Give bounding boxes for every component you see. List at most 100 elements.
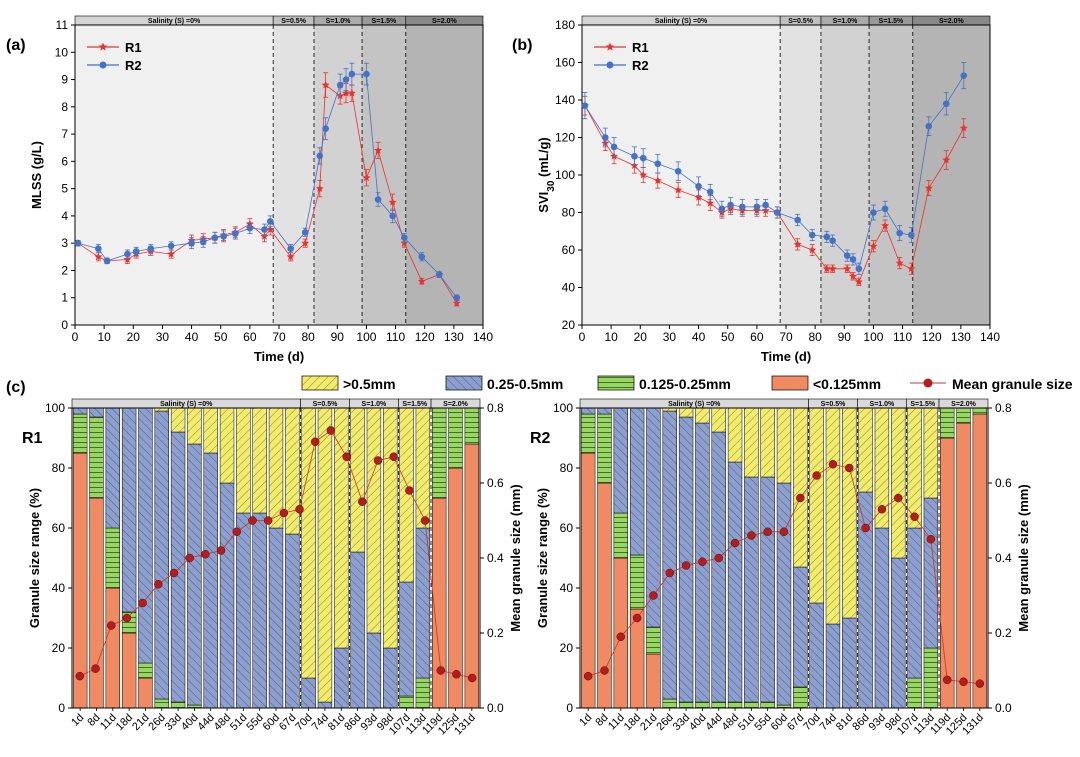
bar-segment [825,407,841,625]
legend-label-r2: R2 [632,58,649,73]
data-point-r1 [869,242,878,250]
panel-a-mlss-chart: Salinity (S) =0% S=0.5% S=1.0% S=1.5% S=2.0%… [29,15,493,364]
x-tick-label: 120 [415,330,435,344]
data-point-r2 [843,252,851,259]
bar-segment [219,407,235,484]
data-point-r1 [706,198,715,207]
data-point-r2 [363,70,370,78]
data-point-r1 [924,183,933,192]
mean-size-point [796,493,805,503]
bar-segment [219,482,235,709]
x-tick-label: 50 [214,330,228,344]
mean-size-point [893,493,903,503]
bar-segment [170,701,186,709]
mean-size-point [632,613,642,623]
legend-mean-marker [923,378,933,388]
bar-segment [629,407,645,556]
data-point-r2 [374,196,382,203]
phase-label: S=1.5% [372,18,397,25]
x-tick-label: 70 [779,330,793,344]
phase-band [273,25,314,325]
y-tick-label: 5 [61,182,68,196]
data-point-r1 [843,264,852,273]
x-axis-title: Time (d) [761,349,811,364]
mean-size-point [812,471,821,480]
bar-segment [268,527,284,709]
data-point-r2 [220,233,227,240]
bar-segment [138,407,153,664]
bar-segment [154,410,169,700]
bar-segment [170,431,186,703]
phase-label: S=2.0% [432,18,457,25]
x-tick-label: 100 [863,330,883,344]
bar-segment [858,407,873,493]
mean-size-point [295,505,304,514]
data-point-r2 [908,231,915,239]
mean-size-point [452,670,461,679]
bar-segment [72,407,88,415]
x-tick-label: 80 [301,330,315,344]
mean-size-point [763,527,772,536]
data-point-r2 [389,212,396,220]
bar-segment [317,701,333,709]
data-point-r2 [322,125,329,132]
x-tick-label: 20 [127,330,141,344]
legend-swatch [301,375,339,391]
bar-segment [203,407,218,454]
bar-segment [597,413,612,484]
phase-band [362,25,406,325]
bar-segment [317,407,333,703]
mean-size-point [420,516,430,525]
data-point-r2 [316,152,324,160]
phase-band [582,25,781,325]
bar-segment [711,431,726,703]
x-tick-label: 20 [634,330,648,344]
data-point-r2 [808,231,816,239]
mean-size-point [698,557,707,566]
legend-marker [606,61,614,69]
phase-label: S=0.5% [281,18,306,25]
data-point-r2 [610,143,618,151]
legend-label-r2: R2 [125,58,142,73]
bar-segment [923,497,939,649]
bar-segment [956,422,971,709]
data-point-r1 [653,176,662,185]
legend-marker [605,42,615,51]
x-tick-label: 90 [838,330,852,344]
data-point-r2 [147,245,155,252]
data-point-r2 [199,238,207,246]
bar-segment [121,632,137,709]
bar-segment [793,407,808,568]
bar-segment [923,407,939,499]
data-point-r2 [639,154,647,162]
bar-segment [776,482,792,706]
phase-label: S=1.0% [362,401,387,408]
y-tick-label: 0 [61,318,68,332]
mean-size-point [730,538,740,548]
y2-tick-label: 0.2 [487,626,504,640]
data-point-r1 [828,264,837,273]
legend-marker [99,61,107,69]
bar-segment [842,407,857,619]
phase-label: S=1.0% [326,18,351,25]
legend-c-label: 0.125-0.25mm [639,376,731,392]
reactor-label: R2 [530,430,551,447]
y-tick-label: 100 [45,401,65,415]
data-point-r2 [738,203,746,211]
bar-segment [923,647,939,709]
data-point-r1 [452,298,461,307]
data-point-r2 [581,102,589,109]
x-tick-label: 140 [980,330,1000,344]
data-point-r1 [260,232,269,240]
y-axis-title: Granule size range (%) [27,488,42,628]
data-point-r2 [74,239,82,247]
bar-segment [448,407,463,469]
mean-size-point [942,675,952,685]
phase-label: S=0.5% [313,401,338,408]
phase-label: Salinity (S) =0% [655,18,708,25]
bar-segment [138,662,153,679]
data-point-r2 [855,265,863,273]
bar-segment [891,407,906,559]
x-tick-label: 80 [808,330,822,344]
